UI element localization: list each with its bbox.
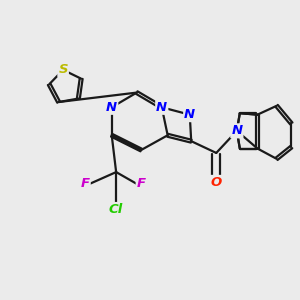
Text: S: S bbox=[58, 63, 68, 76]
Text: O: O bbox=[211, 176, 222, 189]
Text: F: F bbox=[137, 177, 146, 190]
Text: N: N bbox=[184, 108, 195, 121]
Text: N: N bbox=[231, 124, 242, 137]
Text: N: N bbox=[156, 101, 167, 114]
Text: Cl: Cl bbox=[109, 203, 123, 216]
Text: F: F bbox=[81, 177, 90, 190]
Text: N: N bbox=[106, 101, 117, 114]
